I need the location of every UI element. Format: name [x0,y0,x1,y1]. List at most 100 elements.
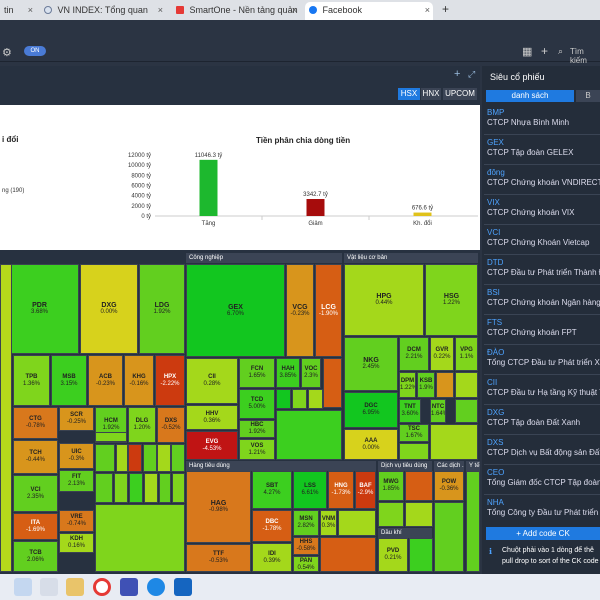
stock-tile[interactable]: TNT 3.60% [399,399,421,423]
zalo-icon[interactable] [147,578,165,596]
stock-tile-small[interactable] [129,473,143,503]
grid-icon[interactable]: ▦ [522,46,533,58]
stock-tile-small[interactable] [95,444,115,472]
stock-tile[interactable]: LDG 1.92% [139,264,185,354]
stock-tile[interactable]: DCM 2.21% [399,337,429,371]
close-icon[interactable]: × [157,5,163,15]
stock-tile[interactable]: DXG 0.00% [80,264,138,354]
stock-tile[interactable]: AAA 0.00% [344,429,398,460]
stock-tile-small[interactable] [276,410,342,460]
stock-tile-small[interactable] [320,537,376,572]
add-code-button[interactable]: + Add code CK [486,527,600,540]
stock-tile[interactable]: MSB 3.15% [51,355,87,406]
stock-tile[interactable]: KDH 0.16% [59,533,94,553]
watchlist-item[interactable]: CEO Tổng Giám đốc CTCP Tập đoàn [484,464,600,488]
stock-tile-small[interactable] [157,444,171,472]
stock-tile[interactable]: LCG -1.90% [315,264,342,357]
stock-tile[interactable]: SCR -0.25% [59,407,94,431]
stock-tile[interactable]: HHS -0.58% [293,537,319,555]
browser-tab-active[interactable]: Facebook × [305,2,433,20]
stock-tile[interactable]: PVD 0.21% [378,538,408,572]
stock-tile[interactable]: POW -0.36% [434,471,464,501]
theme-toggle[interactable]: ON [24,46,46,56]
taskview-icon[interactable] [14,578,32,596]
stock-tile[interactable]: PAN 0.54% [293,556,319,572]
stock-tile-small[interactable] [338,510,376,536]
tab-danh-sach[interactable]: danh sách [486,90,574,102]
stock-tile[interactable]: MSN 2.82% [293,510,319,536]
stock-tile[interactable]: VOC 2.3% [301,358,321,388]
stock-tile[interactable]: DPM 1.22% [399,372,416,398]
stock-tile[interactable]: GVR 0.22% [430,337,454,371]
stock-tile[interactable]: CII 0.28% [186,358,238,404]
stock-tile-small[interactable] [95,504,185,572]
stock-tile[interactable]: HSG 1.22% [425,264,478,336]
stock-tile-small[interactable] [171,444,185,472]
stock-tile-small[interactable] [455,372,478,398]
exchange-tab-hnx[interactable]: HNX [421,88,441,100]
tab-other[interactable]: B [576,90,600,102]
close-icon[interactable]: × [291,5,297,15]
stock-tile-small[interactable] [455,399,478,423]
stock-tile-small[interactable] [114,473,128,503]
stock-tile[interactable]: VNM 0.3% [320,510,337,536]
stock-tile-small[interactable] [116,444,128,472]
stock-tile[interactable]: VPG 1.1% [455,337,478,371]
stock-tile-small[interactable] [399,443,429,460]
widgets-icon[interactable] [40,578,58,596]
stock-tile[interactable]: FCN 1.65% [239,358,275,388]
word-icon[interactable] [174,578,192,596]
exchange-tab-hsx[interactable]: HSX [398,88,420,100]
app-icon[interactable] [120,578,138,596]
stock-tile-small[interactable] [172,473,185,503]
stock-tile[interactable]: CTG -0.78% [13,407,58,439]
stock-tile[interactable]: ACB -0.23% [88,355,123,406]
stock-tile[interactable]: TCH -0.44% [13,440,58,474]
close-icon[interactable]: × [27,5,33,15]
chrome-icon[interactable] [93,578,111,596]
stock-tile[interactable]: VRE -0.74% [59,510,94,532]
browser-tab[interactable]: VN INDEX: Tổng quan × [40,2,166,20]
stock-tile-small[interactable] [405,502,433,527]
gear-icon[interactable]: ⚙ [2,47,12,59]
stock-tile-small[interactable] [144,473,158,503]
stock-tile-small[interactable] [308,389,323,409]
stock-tile[interactable]: GEX 6.70% [186,264,285,357]
stock-tile[interactable]: UIC -0.3% [59,443,94,469]
stock-tile[interactable]: BAF -2.9% [355,471,376,509]
stock-tile[interactable]: HBC 1.92% [239,420,275,438]
stock-tile[interactable]: ITA -1.69% [13,513,58,540]
stock-tile[interactable]: DBC -1.78% [252,510,292,542]
watchlist-item[interactable]: VIX CTCP Chứng khoán VIX [484,194,600,218]
stock-tile[interactable]: NKG 2.45% [344,337,398,391]
stock-tile-small[interactable] [436,372,454,398]
stock-tile-small[interactable] [378,502,404,527]
add-icon[interactable]: + [541,44,549,58]
file-explorer-icon[interactable] [66,578,84,596]
browser-tab[interactable]: tin × [0,2,36,20]
search-input[interactable]: Tìm kiếm [570,47,587,65]
stock-tile-small[interactable] [128,444,142,472]
stock-tile[interactable]: VCI 2.35% [13,475,58,512]
stock-tile-small[interactable] [0,264,12,572]
stock-tile-small[interactable] [430,424,478,460]
watchlist-item[interactable]: đông CTCP Chứng khoán VNDIRECT [484,164,600,188]
stock-tile-small[interactable] [434,502,464,572]
stock-tile-small[interactable] [292,389,307,409]
stock-tile[interactable]: IDI 0.39% [252,543,292,572]
watchlist-item[interactable]: BMP CTCP Nhựa Bình Minh [487,108,600,128]
stock-tile[interactable]: HAG -0.98% [186,471,251,543]
watchlist-item[interactable]: DXG CTCP Tập đoàn Đất Xanh [484,404,600,428]
browser-tab[interactable]: SmartOne - Nền tảng quản lý tài × [172,2,300,20]
stock-tile-small[interactable] [466,471,480,572]
stock-tile[interactable]: DXS -0.52% [157,407,185,443]
stock-tile[interactable]: EVG -4.53% [186,431,238,460]
add-icon[interactable]: + [454,68,461,80]
stock-tile[interactable]: SBT 4.27% [252,471,292,509]
stock-tile[interactable]: KHG -0.16% [124,355,154,406]
